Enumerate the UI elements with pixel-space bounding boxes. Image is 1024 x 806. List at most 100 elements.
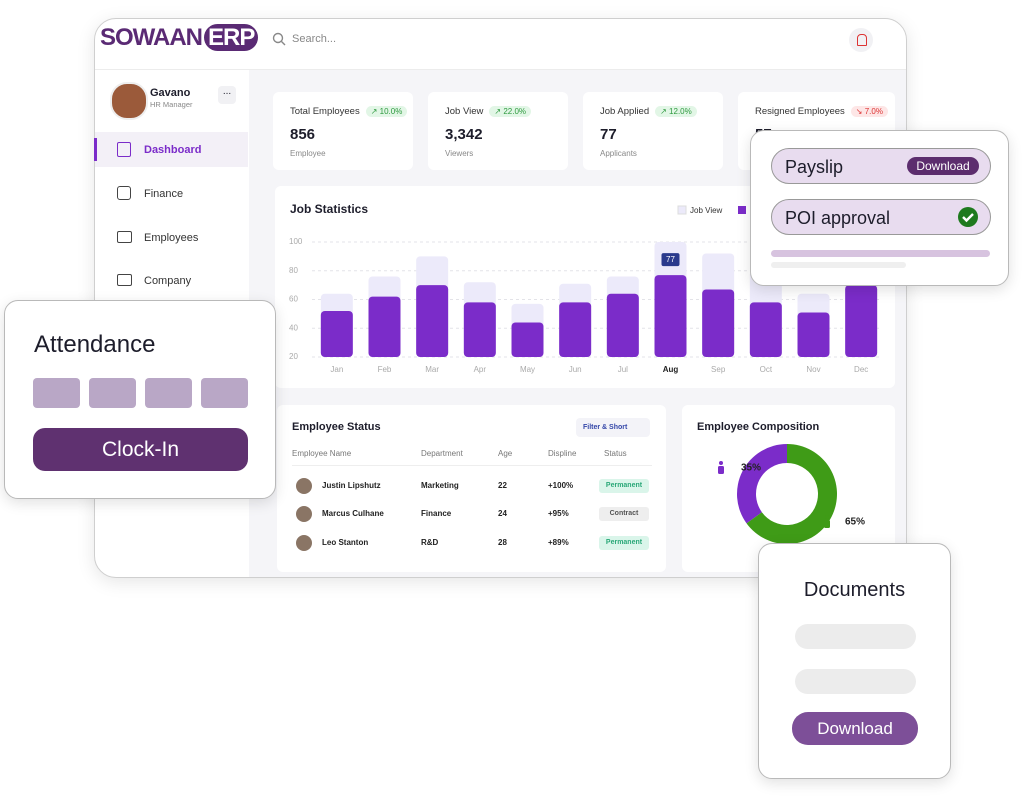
column-header: Employee Name: [292, 449, 352, 458]
cell: Marcus Culhane: [322, 509, 384, 518]
cell: Justin Lipshutz: [322, 481, 381, 490]
nav-icon: [117, 274, 132, 286]
nav-item[interactable]: Dashboard: [144, 144, 202, 156]
gender-icon: [824, 520, 830, 528]
clock-in-button[interactable]: Clock-In: [33, 428, 248, 471]
y-tick-label: 100: [289, 237, 303, 246]
nav-icon: [117, 186, 131, 200]
bar: [797, 312, 830, 357]
nav-icon: [117, 231, 132, 243]
header-line: [292, 465, 652, 466]
progress-bar: [771, 262, 906, 268]
download-button[interactable]: Download: [792, 712, 918, 745]
cell: 22: [498, 481, 507, 490]
x-tick-label: Mar: [425, 365, 439, 374]
x-tick-label: May: [520, 365, 535, 374]
profile-menu[interactable]: ...: [218, 86, 236, 104]
employee-avatar: [296, 506, 312, 522]
stat-card: [428, 92, 568, 170]
search-icon: [272, 32, 286, 46]
day-box: [89, 378, 136, 408]
legend-label: Job View: [690, 206, 723, 215]
cell: +95%: [548, 509, 569, 518]
column-header: Displine: [548, 449, 577, 458]
stat-unit: Employee: [290, 149, 326, 158]
stat-change: ↗ 10.0%: [365, 106, 408, 117]
composition-title: Employee Composition: [697, 421, 820, 433]
column-header: Department: [421, 449, 463, 458]
nav-active-bar: [94, 138, 97, 161]
nav-active-bg: [95, 132, 248, 167]
avatar: [110, 82, 148, 120]
pie-slice: [746, 444, 837, 544]
stat-label: Job View ↗ 22.0%: [445, 106, 531, 117]
cell: +89%: [548, 538, 569, 547]
bar: [606, 293, 639, 357]
y-tick-label: 20: [289, 352, 298, 361]
stat-card: [583, 92, 723, 170]
pie-label: 65%: [845, 517, 865, 528]
column-header: Status: [604, 449, 627, 458]
x-tick-label: Jun: [569, 365, 582, 374]
status-badge: Permanent: [599, 536, 649, 550]
stat-change: ↘ 7.0%: [850, 106, 888, 117]
filter-button[interactable]: Filter & Short: [576, 418, 650, 437]
attendance-title: Attendance: [34, 331, 156, 358]
stat-value: 856: [290, 126, 316, 143]
bell-button[interactable]: [849, 28, 873, 52]
y-tick-label: 80: [289, 266, 298, 275]
documents-title: Documents: [803, 579, 906, 601]
legend-swatch: [677, 205, 687, 215]
search-input[interactable]: Search...: [292, 33, 337, 45]
cell: Leo Stanton: [322, 538, 369, 547]
stat-card: [273, 92, 413, 170]
bar: [320, 311, 353, 357]
y-tick-label: 60: [289, 295, 298, 304]
doc-placeholder: [795, 669, 916, 694]
bar: [749, 302, 782, 357]
cell: 28: [498, 538, 507, 547]
cell: R&D: [421, 538, 439, 547]
gender-icon: [825, 515, 829, 519]
download-button[interactable]: Download: [907, 157, 979, 175]
x-tick-label: Feb: [378, 365, 392, 374]
logo: SOWAAN ERP: [100, 24, 259, 52]
cell: 24: [498, 509, 507, 518]
stat-change: ↗ 22.0%: [489, 106, 531, 117]
stat-change: ↗ 12.0%: [655, 106, 697, 117]
poi-label: POI approval: [785, 208, 891, 228]
payslip-pill: Payslip Download: [771, 148, 991, 184]
stat-value: 3,342: [445, 126, 483, 143]
payslip-label: Payslip: [785, 157, 844, 177]
legend-swatch: [738, 206, 746, 214]
stat-unit: Applicants: [600, 149, 637, 158]
nav-item[interactable]: Company: [144, 275, 192, 287]
x-tick-label: Aug: [663, 365, 679, 374]
bar: [702, 289, 735, 357]
bar: [463, 302, 496, 357]
x-tick-label: Apr: [474, 365, 487, 374]
tooltip: [661, 253, 680, 267]
profile-role: HR Manager: [150, 100, 193, 109]
x-tick-label: Nov: [806, 365, 820, 374]
stat-unit: Viewers: [445, 149, 474, 158]
cell: +100%: [548, 481, 574, 490]
attendance-card: Attendance Clock-In: [4, 300, 276, 499]
day-box: [201, 378, 248, 408]
payslip-card: Payslip Download POI approval: [750, 130, 1009, 286]
cell: Finance: [421, 509, 452, 518]
header-line: [95, 69, 906, 70]
doc-placeholder: [795, 624, 916, 649]
x-tick-label: Sep: [711, 365, 726, 374]
bar: [845, 285, 878, 357]
bar: [416, 285, 449, 357]
x-tick-label: Oct: [760, 365, 773, 374]
nav-item[interactable]: Finance: [144, 188, 184, 200]
y-tick-label: 40: [289, 323, 298, 332]
stat-label: Resigned Employees ↘ 7.0%: [755, 106, 888, 117]
nav-item[interactable]: Employees: [144, 232, 199, 244]
table-title: Employee Status: [292, 421, 381, 433]
check-icon: [958, 207, 978, 227]
